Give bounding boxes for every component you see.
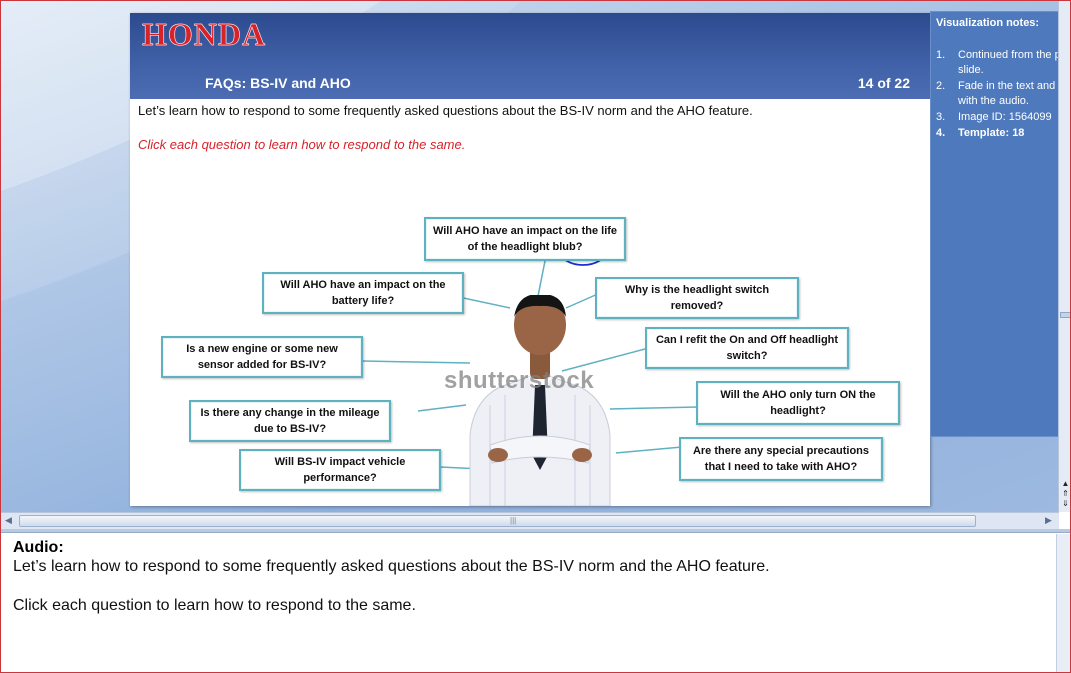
notes-item: 2.Fade in the text and in sync with the … <box>936 80 1058 107</box>
intro-text: Let’s learn how to respond to some frequ… <box>138 103 753 118</box>
question-headlight-switch-removed[interactable]: Why is the headlight switch removed? <box>595 277 799 319</box>
notes-item: 4. Template: 18 <box>936 127 1025 139</box>
grip-icon: ||| <box>510 516 517 525</box>
question-aho-precautions[interactable]: Are there any special precautions that I… <box>679 437 883 481</box>
question-new-engine-sensor[interactable]: Is a new engine or some new sensor added… <box>161 336 363 378</box>
scroll-left-icon[interactable]: ◀ <box>5 515 12 525</box>
vertical-scrollbar[interactable]: ▲ ⇑ ⇓ <box>1058 1 1070 512</box>
slide-banner: HONDA FAQs: BS-IV and AHO 14 of 22 <box>130 13 930 99</box>
scroll-right-icon[interactable]: ▶ <box>1045 515 1052 525</box>
instruction-text: Click each question to learn how to resp… <box>138 137 466 152</box>
slide-counter: 14 of 22 <box>857 75 910 91</box>
slide-title: FAQs: BS-IV and AHO <box>205 75 351 91</box>
notes-item: 3. Image ID: 1564099 <box>936 111 1052 123</box>
scroll-up-icon[interactable]: ▲ <box>1061 479 1070 488</box>
honda-logo: HONDA <box>142 16 267 53</box>
question-aho-headlight-life[interactable]: Will AHO have an impact on the life of t… <box>424 217 626 261</box>
question-aho-turn-on-headlight[interactable]: Will the AHO only turn ON the headlight? <box>696 381 900 425</box>
notes-scrollbar[interactable] <box>1056 534 1070 672</box>
visualization-notes-panel: Visualization notes: 1. Continued from th… <box>930 11 1059 437</box>
question-bs4-performance[interactable]: Will BS-IV impact vehicle performance? <box>239 449 441 491</box>
horizontal-scroll-thumb[interactable]: ||| <box>19 515 976 527</box>
horizontal-scrollbar[interactable]: ◀ ||| ▶ <box>1 512 1059 529</box>
question-aho-battery-life[interactable]: Will AHO have an impact on the battery l… <box>262 272 464 314</box>
audio-label: Audio: <box>13 539 64 556</box>
previous-slide-icon[interactable]: ⇑ <box>1062 489 1069 498</box>
notes-item: 1.Continued from the previous slide. <box>936 49 1058 76</box>
pane-splitter[interactable] <box>1 529 1070 533</box>
slide-workspace: HONDA FAQs: BS-IV and AHO 14 of 22 Let’s… <box>1 1 1059 512</box>
question-mileage-change[interactable]: Is there any change in the mileage due t… <box>189 400 391 442</box>
notes-title: Visualization notes: <box>936 17 1040 29</box>
vertical-scroll-thumb[interactable] <box>1060 312 1070 318</box>
audio-notes-pane[interactable]: Audio: Let’s learn how to respond to som… <box>1 534 1056 672</box>
audio-script-line: Let’s learn how to respond to some frequ… <box>13 558 770 575</box>
notes-list: 1.Continued from the previous slide. 2.F… <box>936 48 1058 142</box>
stock-watermark: shutterstock <box>444 367 595 394</box>
businessman-photo <box>469 295 611 506</box>
slide-canvas: HONDA FAQs: BS-IV and AHO 14 of 22 Let’s… <box>130 13 930 506</box>
next-slide-icon[interactable]: ⇓ <box>1062 499 1069 508</box>
question-refit-headlight-switch[interactable]: Can I refit the On and Off headlight swi… <box>645 327 849 369</box>
audio-script-line: Click each question to learn how to resp… <box>13 597 416 614</box>
